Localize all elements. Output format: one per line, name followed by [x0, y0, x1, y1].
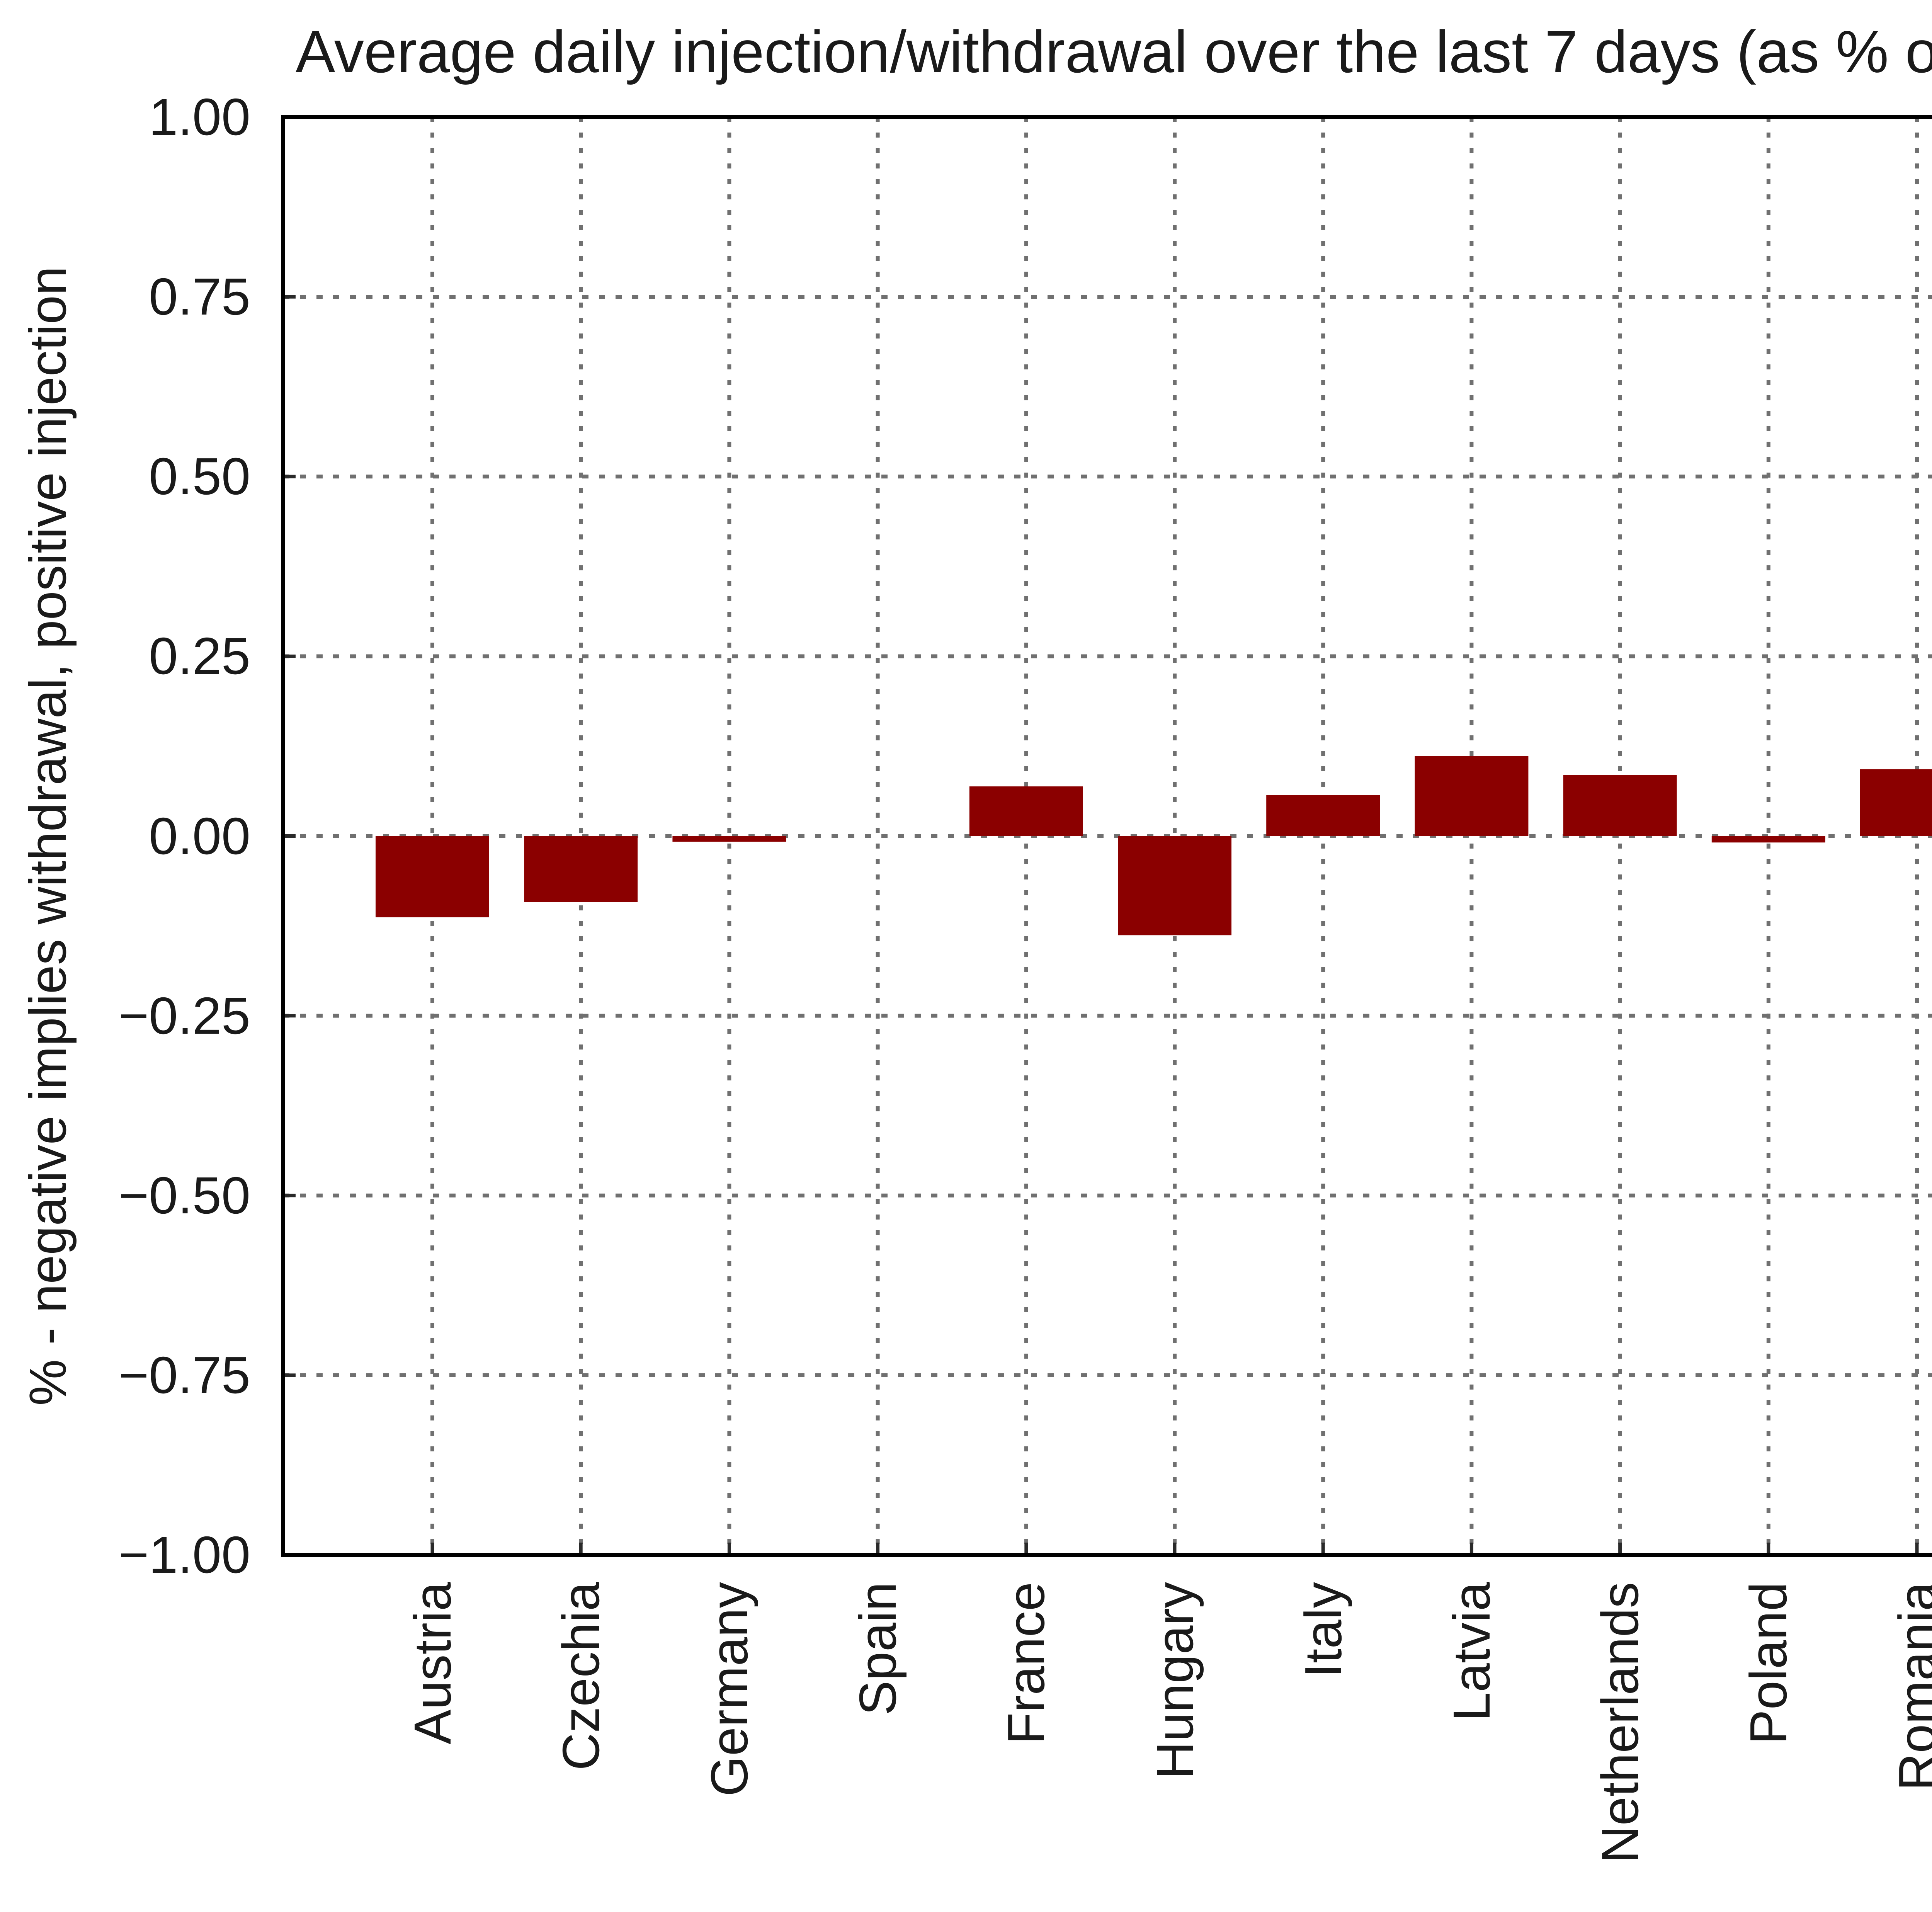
x-tick-label-poland: Poland — [1736, 1582, 1801, 1744]
y-tick-label-−0.25: −0.25 — [118, 986, 250, 1045]
bar-poland — [1711, 836, 1825, 843]
x-tick-label-latvia: Latvia — [1439, 1582, 1504, 1721]
x-tick-label-text: Spain — [849, 1582, 907, 1716]
bar-netherlands — [1563, 775, 1677, 836]
x-tick-label-austria: Austria — [400, 1582, 465, 1744]
bar-romania — [1860, 769, 1932, 836]
x-tick-label-italy: Italy — [1290, 1582, 1356, 1678]
x-tick-label-spain: Spain — [845, 1582, 911, 1715]
axes-spines — [281, 115, 1932, 1557]
x-tick-label-text: Austria — [403, 1582, 462, 1745]
x-tick-label-text: Hungary — [1145, 1582, 1204, 1779]
chart-title: Average daily injection/withdrawal over … — [295, 19, 1932, 85]
y-tick-label-0.25: 0.25 — [149, 627, 250, 686]
x-tick-label-czechia: Czechia — [548, 1582, 614, 1771]
x-tick-label-text: Romania — [1888, 1582, 1932, 1791]
bar-latvia — [1415, 756, 1529, 836]
x-tick-label-text: Germany — [700, 1582, 759, 1797]
x-tick-label-text: Netherlands — [1591, 1582, 1650, 1863]
x-tick-label-netherlands: Netherlands — [1587, 1582, 1653, 1863]
bar-france — [969, 786, 1083, 836]
bar-czechia — [524, 836, 638, 902]
x-tick-label-text: Czechia — [551, 1582, 610, 1771]
x-tick-label-hungary: Hungary — [1142, 1582, 1208, 1779]
y-tick-label-1.00: 1.00 — [149, 88, 250, 146]
bar-germany — [672, 836, 786, 842]
y-tick-label-−0.75: −0.75 — [118, 1346, 250, 1404]
x-tick-label-text: Poland — [1739, 1582, 1798, 1745]
bar-austria — [376, 836, 489, 917]
x-tick-label-germany: Germany — [696, 1582, 762, 1796]
y-tick-label-−1.00: −1.00 — [118, 1526, 250, 1584]
y-tick-label-−0.50: −0.50 — [118, 1166, 250, 1225]
y-tick-label-0.50: 0.50 — [149, 447, 250, 506]
x-tick-label-text: Latvia — [1442, 1582, 1501, 1721]
bar-italy — [1266, 795, 1380, 836]
x-tick-label-text: Italy — [1294, 1582, 1352, 1678]
y-tick-label-0.00: 0.00 — [149, 806, 250, 865]
bar-hungary — [1118, 836, 1231, 936]
x-tick-label-france: France — [993, 1582, 1059, 1744]
x-tick-label-text: France — [997, 1582, 1056, 1745]
y-tick-label-0.75: 0.75 — [149, 267, 250, 326]
x-tick-label-romania: Romania — [1884, 1582, 1932, 1791]
